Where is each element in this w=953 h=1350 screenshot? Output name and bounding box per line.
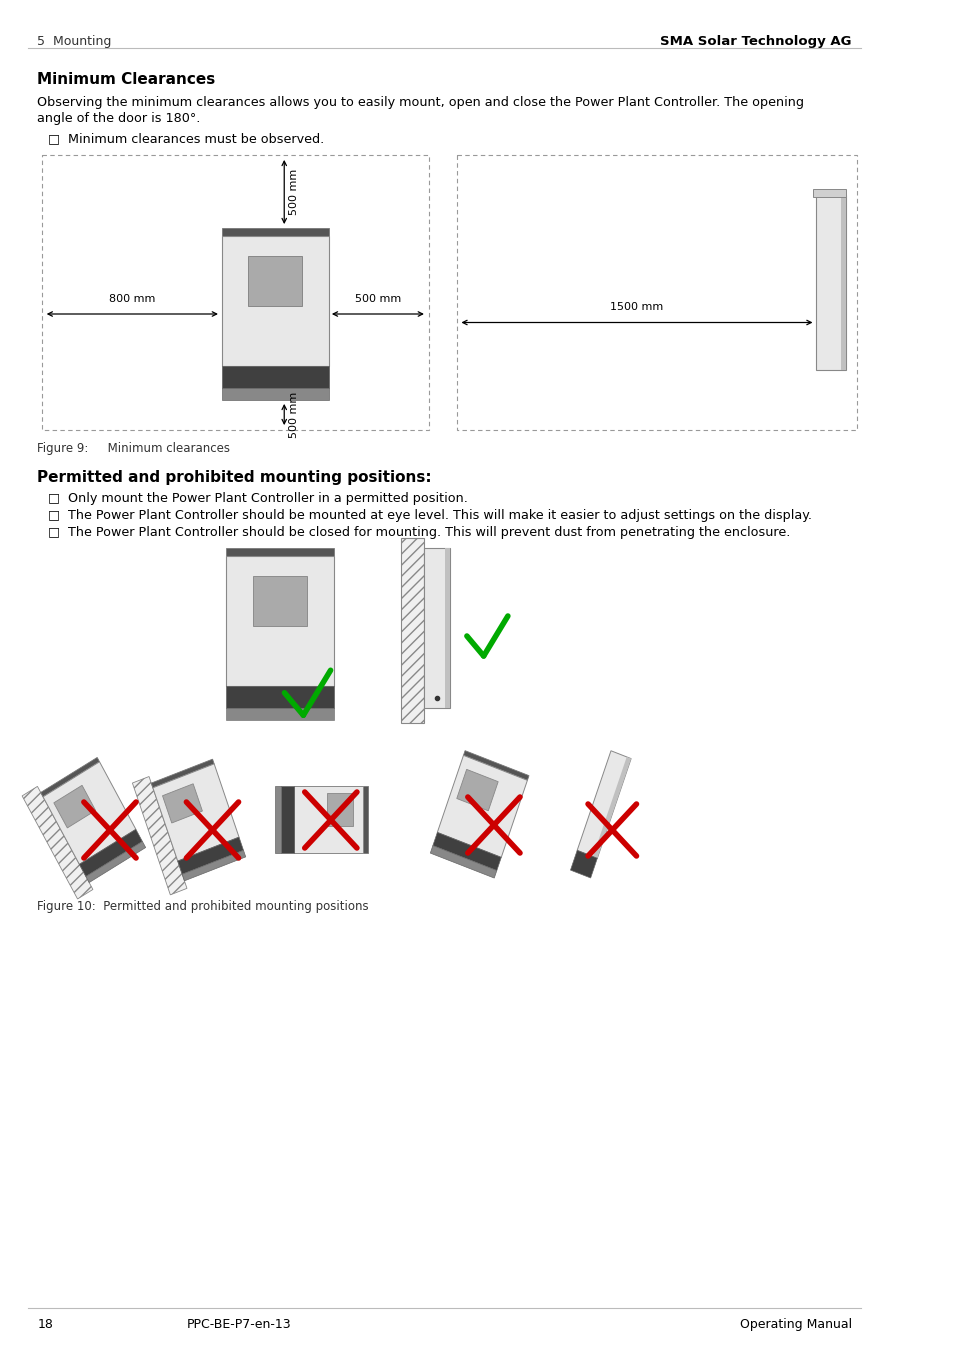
Bar (221, 228, 329, 236)
Bar (162, 784, 202, 824)
Bar (840, 194, 845, 370)
Bar (42, 155, 428, 431)
Bar (281, 786, 294, 853)
Bar (570, 850, 597, 878)
Bar (294, 786, 363, 853)
Bar (177, 837, 243, 875)
Text: 800 mm: 800 mm (109, 294, 155, 304)
Bar (86, 841, 146, 883)
Bar (593, 757, 631, 859)
Text: 18: 18 (37, 1318, 53, 1331)
Bar (182, 850, 246, 880)
Text: □  Only mount the Power Plant Controller in a permitted position.: □ Only mount the Power Plant Controller … (49, 491, 468, 505)
Text: SMA Solar Technology AG: SMA Solar Technology AG (659, 35, 851, 49)
Text: 1500 mm: 1500 mm (609, 302, 662, 312)
Bar (152, 759, 213, 788)
Text: 5  Mounting: 5 Mounting (37, 35, 112, 49)
Bar (53, 786, 95, 828)
Bar (253, 576, 306, 626)
Text: angle of the door is 180°.: angle of the door is 180°. (37, 112, 200, 126)
Text: 500 mm: 500 mm (355, 294, 401, 304)
Bar (248, 256, 302, 306)
Text: Observing the minimum clearances allows you to easily mount, open and close the : Observing the minimum clearances allows … (37, 96, 803, 109)
Bar (41, 757, 99, 796)
Text: □  Minimum clearances must be observed.: □ Minimum clearances must be observed. (49, 132, 324, 144)
Bar (221, 236, 329, 366)
Bar (152, 764, 239, 861)
Text: □  The Power Plant Controller should be closed for mounting. This will prevent d: □ The Power Plant Controller should be c… (49, 526, 790, 539)
Bar (22, 787, 92, 899)
Bar (43, 761, 135, 864)
Bar (132, 776, 187, 895)
Bar (444, 548, 450, 707)
Bar (226, 548, 334, 556)
Bar (79, 829, 142, 876)
Bar (816, 194, 845, 370)
Text: Operating Manual: Operating Manual (739, 1318, 851, 1331)
Bar (463, 751, 529, 780)
Bar (363, 786, 368, 853)
Text: Figure 10:  Permitted and prohibited mounting positions: Figure 10: Permitted and prohibited moun… (37, 900, 369, 913)
Bar (433, 833, 500, 871)
Bar (577, 751, 631, 859)
Bar (436, 756, 527, 857)
Bar (226, 707, 334, 720)
Text: Permitted and prohibited mounting positions:: Permitted and prohibited mounting positi… (37, 470, 432, 485)
Bar (812, 189, 845, 197)
Text: 500 mm: 500 mm (289, 169, 298, 215)
Bar (430, 845, 497, 878)
Text: 500 mm: 500 mm (289, 392, 298, 439)
Bar (456, 155, 857, 431)
Bar (327, 792, 353, 826)
Bar (274, 786, 281, 853)
Text: Minimum Clearances: Minimum Clearances (37, 72, 215, 86)
Bar (456, 769, 497, 811)
Bar (423, 548, 450, 707)
Text: PPC-BE-P7-en-13: PPC-BE-P7-en-13 (186, 1318, 291, 1331)
Bar (221, 366, 329, 387)
Text: □  The Power Plant Controller should be mounted at eye level. This will make it : □ The Power Plant Controller should be m… (49, 509, 812, 522)
Bar (221, 387, 329, 400)
Text: Figure 9:   Minimum clearances: Figure 9: Minimum clearances (37, 441, 230, 455)
Bar (226, 686, 334, 707)
Bar (226, 556, 334, 686)
Bar (400, 539, 423, 724)
